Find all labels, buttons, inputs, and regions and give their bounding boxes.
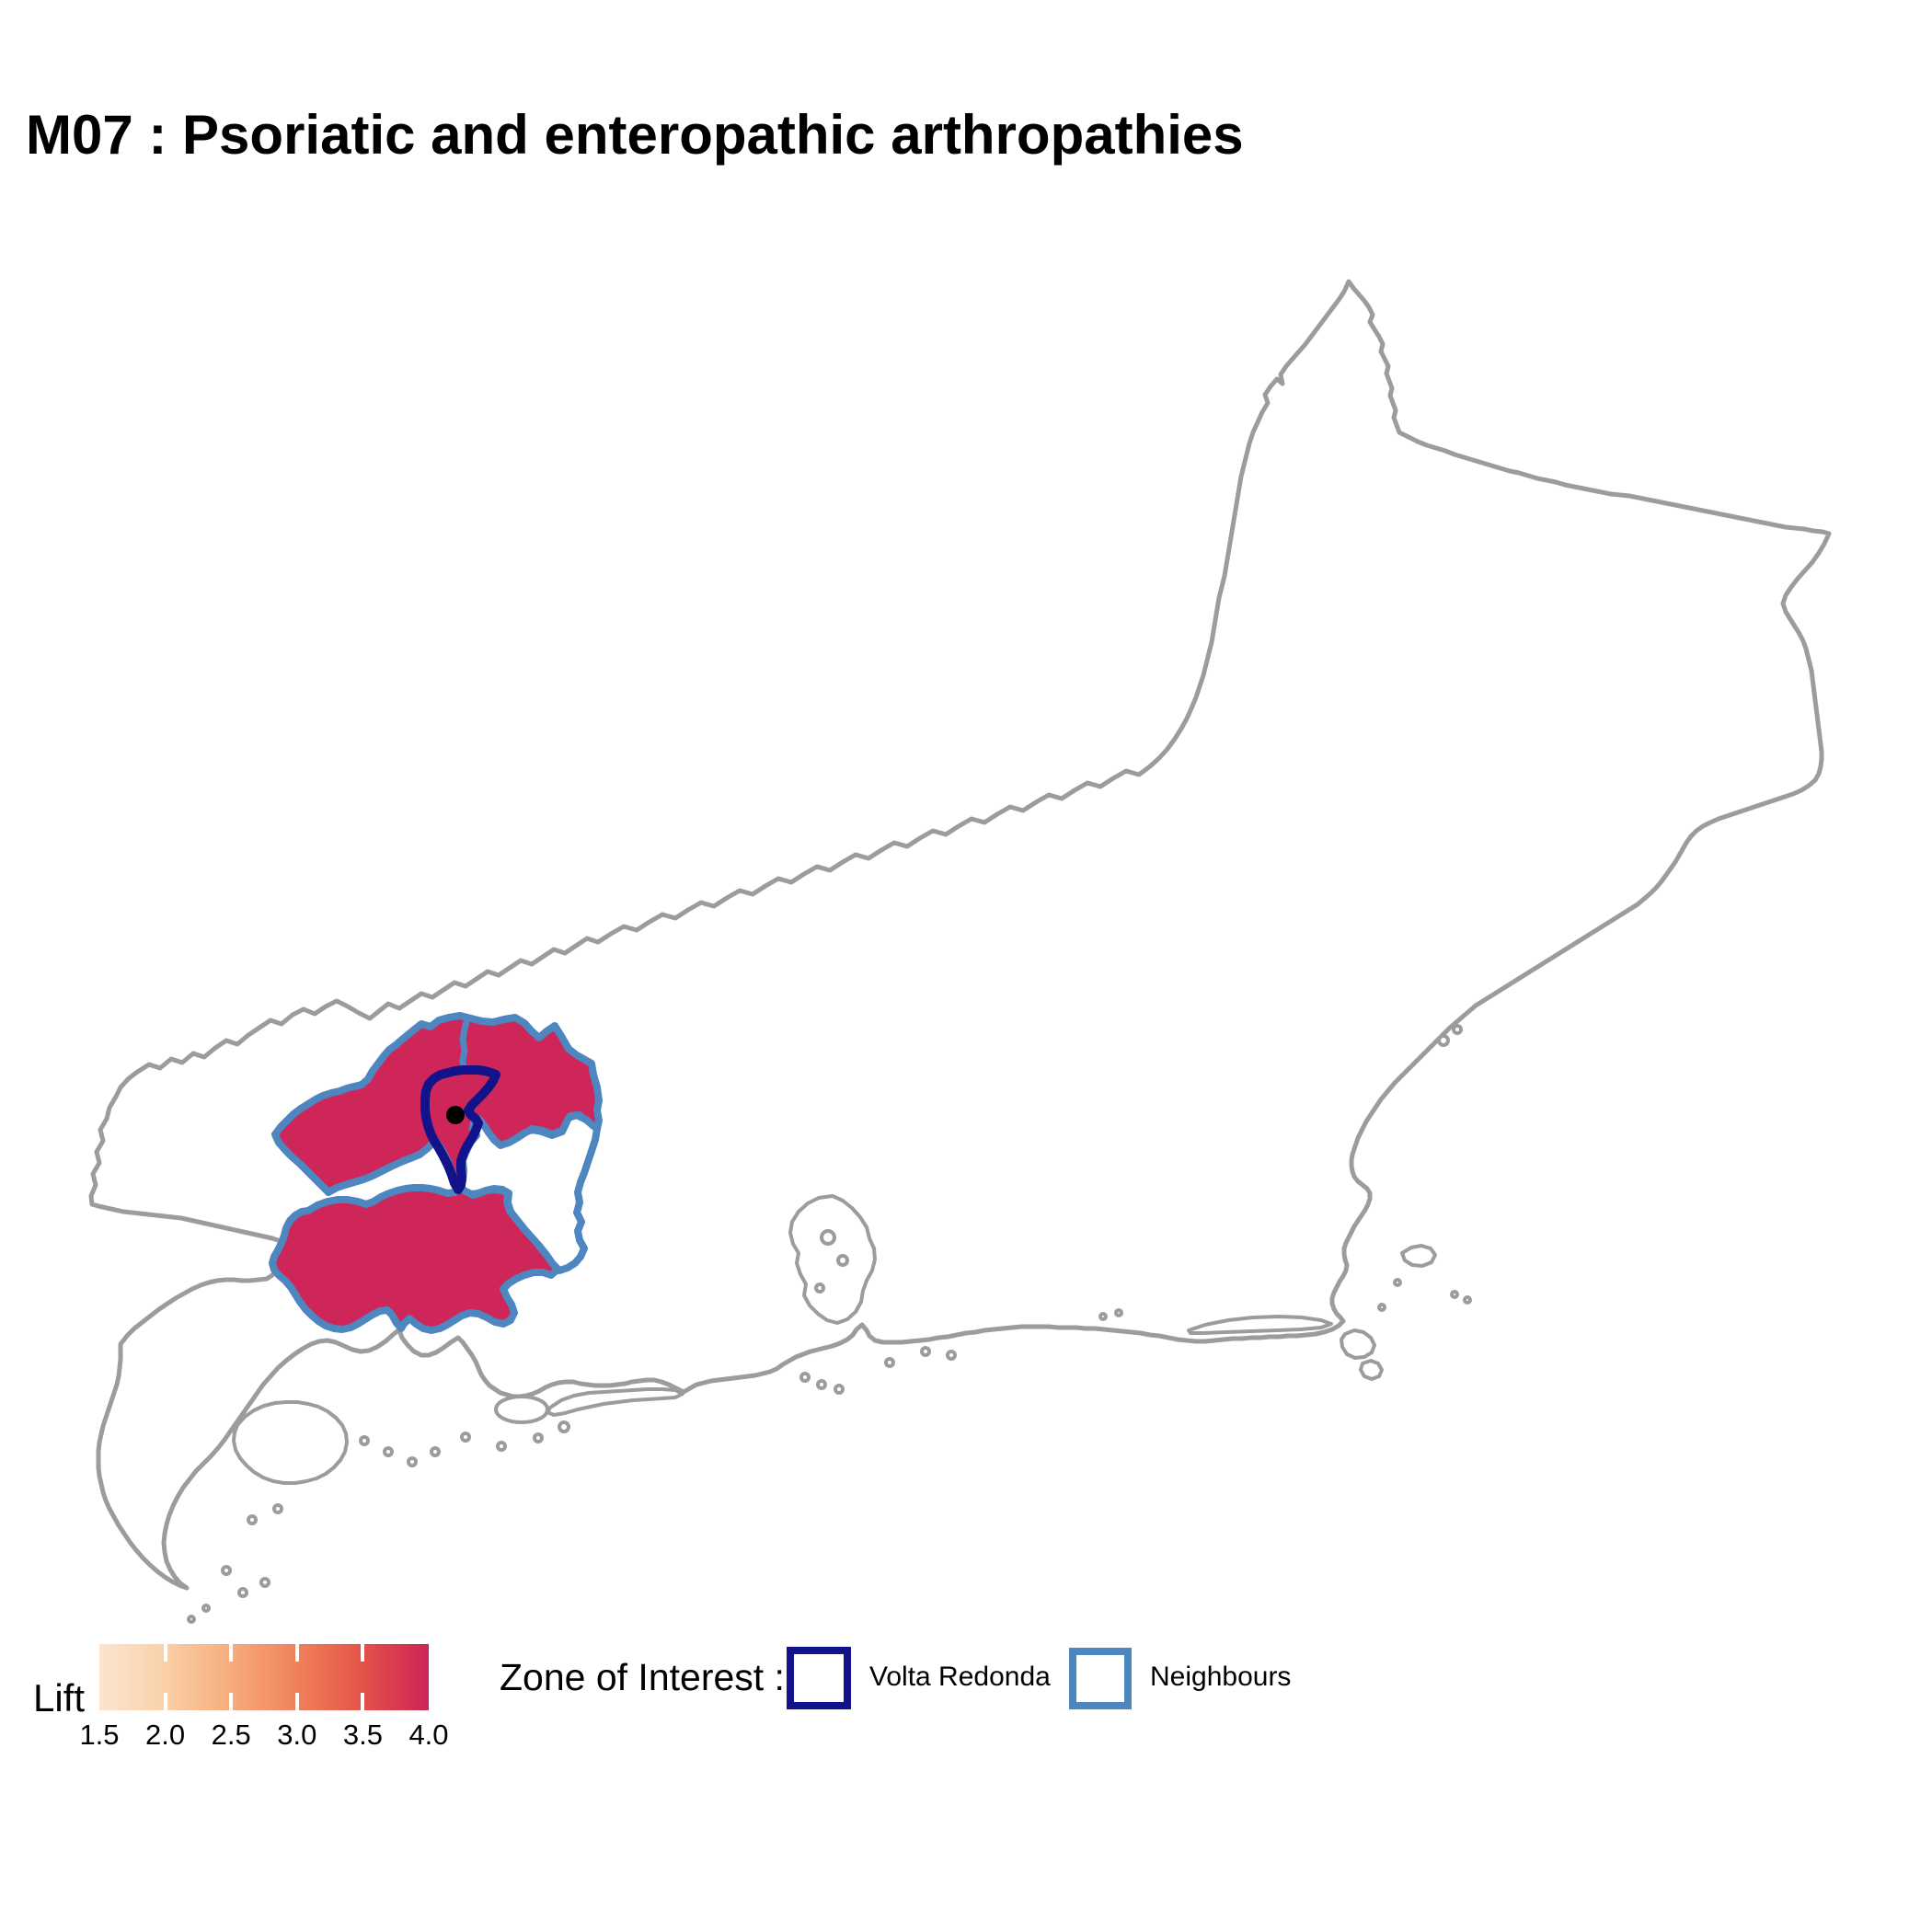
- volta-redonda-swatch: [787, 1647, 851, 1709]
- lift-tick-mark: [163, 1644, 167, 1662]
- islet: [221, 1565, 232, 1576]
- islet: [259, 1577, 270, 1588]
- lift-tick-label: 3.0: [277, 1719, 317, 1751]
- islet: [1114, 1308, 1123, 1317]
- neighbours-swatch: [1069, 1648, 1132, 1709]
- lift-tick-mark: [229, 1644, 234, 1662]
- buzios-islet: [1400, 1244, 1437, 1268]
- islet: [201, 1604, 211, 1613]
- cabo-frio-islet: [1340, 1328, 1376, 1360]
- islet: [1393, 1278, 1402, 1287]
- islet: [946, 1350, 957, 1361]
- lift-tick-label: 2.0: [145, 1719, 186, 1751]
- islet: [1098, 1312, 1108, 1321]
- lift-tick-mark: [294, 1644, 299, 1662]
- islet: [920, 1346, 931, 1357]
- ilha-grande-island: [232, 1400, 349, 1485]
- lift-tick-mark: [361, 1693, 365, 1710]
- lift-legend-title: Lift: [33, 1676, 86, 1719]
- islet: [1437, 1034, 1450, 1047]
- islet: [1452, 1024, 1463, 1035]
- volta-redonda-label: Volta Redonda: [869, 1662, 1051, 1692]
- volta-redonda-outline: [420, 1065, 500, 1194]
- volta-redonda-centroid-dot: [446, 1106, 465, 1124]
- islet: [247, 1514, 258, 1525]
- bay-island: [836, 1254, 849, 1267]
- guanabara-bay: [788, 1194, 877, 1325]
- islet: [272, 1503, 283, 1514]
- lift-tick-label: 4.0: [408, 1719, 449, 1751]
- zone-of-interest-legend-title: Zone of Interest :: [500, 1656, 785, 1698]
- islet: [834, 1384, 845, 1395]
- bay-island: [820, 1229, 836, 1246]
- lift-gradient-bar: [99, 1644, 429, 1710]
- islet: [1377, 1303, 1386, 1312]
- page-title: M07 : Psoriatic and enteropathic arthrop…: [26, 104, 1244, 166]
- islet: [884, 1357, 895, 1368]
- araruama-lagoon: [1187, 1315, 1333, 1335]
- neighbours-label: Neighbours: [1150, 1662, 1292, 1692]
- lift-tick-label: 3.5: [342, 1719, 383, 1751]
- lift-tick-label: 1.5: [79, 1719, 120, 1751]
- lift-tick-labels: 1.5 2.0 2.5 3.0 3.5 4.0: [79, 1719, 448, 1751]
- islet: [496, 1441, 507, 1452]
- islet-group: [187, 1024, 1472, 1624]
- islet: [558, 1420, 570, 1433]
- lift-tick-mark: [229, 1693, 234, 1710]
- lift-tick-mark: [294, 1693, 299, 1710]
- neighbour-region-south: [269, 1184, 561, 1334]
- neighbour-divider: [459, 1015, 471, 1074]
- state-outline: [88, 279, 1832, 1591]
- islet: [816, 1379, 827, 1390]
- islet: [237, 1587, 248, 1598]
- lift-tick-label: 2.5: [211, 1719, 251, 1751]
- islet: [460, 1432, 471, 1443]
- lift-tick-mark: [163, 1693, 167, 1710]
- islet: [533, 1432, 544, 1443]
- islet: [359, 1435, 370, 1446]
- islet: [799, 1372, 811, 1383]
- lift-tick-mark: [361, 1644, 365, 1662]
- bay-island: [814, 1282, 825, 1294]
- cabo-frio-islet: [1359, 1359, 1384, 1381]
- marambaia-island: [494, 1395, 549, 1424]
- islet: [407, 1456, 418, 1467]
- islet: [187, 1615, 196, 1624]
- islet: [1450, 1290, 1459, 1299]
- islet: [383, 1446, 394, 1457]
- marambaia-spit: [546, 1387, 684, 1417]
- islet: [430, 1446, 441, 1457]
- islet: [1463, 1295, 1472, 1305]
